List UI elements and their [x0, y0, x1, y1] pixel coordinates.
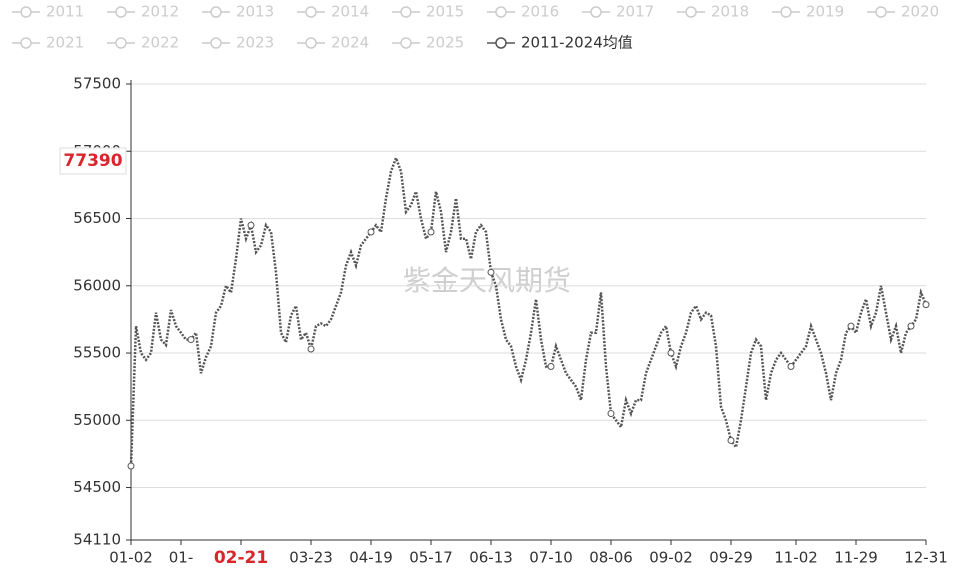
y-tick-label: 55000: [73, 411, 121, 429]
legend-label[interactable]: 2025: [426, 34, 464, 52]
legend-label[interactable]: 2024: [331, 34, 369, 52]
x-tick-label: 12-31: [904, 549, 948, 567]
legend-label[interactable]: 2018: [711, 3, 749, 21]
legend-icon[interactable]: [590, 6, 602, 18]
legend-icon[interactable]: [780, 6, 792, 18]
legend-icon[interactable]: [210, 37, 222, 49]
legend-label[interactable]: 2017: [616, 3, 654, 21]
legend-label[interactable]: 2012: [141, 3, 179, 21]
legend-label[interactable]: 2011-2024均值: [521, 34, 633, 52]
point: [127, 462, 135, 470]
y-tick-label: 56500: [73, 209, 121, 227]
point: [187, 336, 195, 344]
series-line: [129, 154, 928, 467]
x-tick-label: 05-17: [409, 549, 453, 567]
point: [367, 228, 375, 236]
x-tick-label: 07-10: [529, 549, 573, 567]
legend-icon[interactable]: [115, 6, 127, 18]
pointer-y-box: [59, 147, 127, 175]
legend-label[interactable]: 2021: [46, 34, 84, 52]
legend-label[interactable]: 2015: [426, 3, 464, 21]
legend-icon[interactable]: [210, 6, 222, 18]
x-tick-label: 11-29: [834, 549, 878, 567]
legend-icon[interactable]: [495, 37, 507, 49]
point: [487, 268, 495, 276]
watermark: 紫金天风期货: [403, 264, 571, 297]
legend-icon[interactable]: [685, 6, 697, 18]
y-tick-label: 56000: [73, 276, 121, 294]
y-tick-label: 55500: [73, 344, 121, 362]
legend-icon[interactable]: [305, 6, 317, 18]
x-tick-label: 09-02: [649, 549, 693, 567]
legend-icon[interactable]: [115, 37, 127, 49]
point: [307, 345, 315, 353]
x-tick-label: 03-23: [289, 549, 333, 567]
x-tick-label: 08-06: [589, 549, 633, 567]
x-tick-label: 01-: [169, 549, 194, 567]
pointer-x-label: 02-21: [214, 548, 268, 568]
legend-label[interactable]: 2016: [521, 3, 559, 21]
legend-icon[interactable]: [400, 37, 412, 49]
point: [607, 410, 615, 418]
legend-label[interactable]: 2022: [141, 34, 179, 52]
x-tick-label: 01-02: [109, 549, 153, 567]
point: [922, 301, 930, 309]
pointer-y-label: 77390: [63, 151, 122, 171]
point: [847, 322, 855, 330]
legend-label[interactable]: 2020: [901, 3, 939, 21]
x-tick-label: 06-13: [469, 549, 513, 567]
point: [247, 221, 255, 229]
legend-label[interactable]: 2013: [236, 3, 274, 21]
point: [427, 228, 435, 236]
y-tick-label: 54110: [73, 531, 121, 549]
x-tick-label: 09-29: [709, 549, 753, 567]
x-tick-label: 04-19: [349, 549, 393, 567]
y-tick-label: 54500: [73, 478, 121, 496]
legend-icon[interactable]: [20, 6, 32, 18]
legend-label[interactable]: 2014: [331, 3, 369, 21]
x-tick-label: 11-02: [774, 549, 818, 567]
y-tick-label: 57500: [73, 75, 121, 93]
legend-icon[interactable]: [20, 37, 32, 49]
point: [727, 436, 735, 444]
point: [667, 349, 675, 357]
legend-icon[interactable]: [305, 37, 317, 49]
legend-label[interactable]: 2011: [46, 3, 84, 21]
point: [907, 322, 915, 330]
legend-icon[interactable]: [495, 6, 507, 18]
point: [547, 362, 555, 370]
legend-icon[interactable]: [400, 6, 412, 18]
point: [787, 362, 795, 370]
legend-icon[interactable]: [875, 6, 887, 18]
legend-label[interactable]: 2019: [806, 3, 844, 21]
legend-label[interactable]: 2023: [236, 34, 274, 52]
